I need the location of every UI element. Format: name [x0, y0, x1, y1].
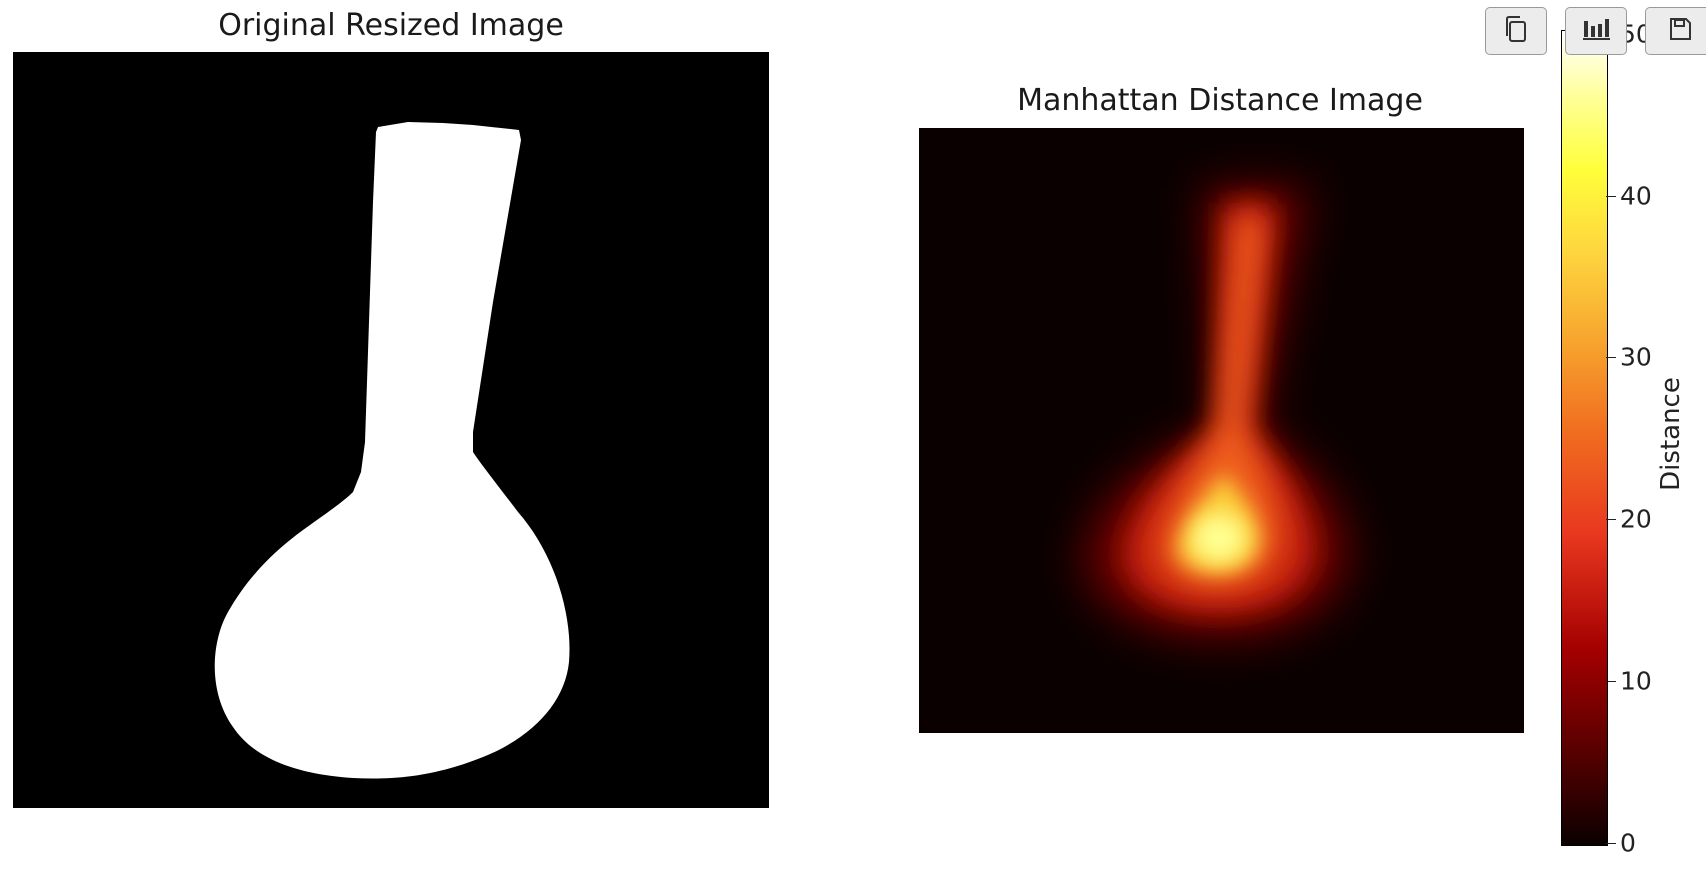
copy-icon	[1501, 13, 1531, 49]
colorbar-tick	[1606, 843, 1616, 844]
original-image	[13, 52, 769, 808]
bar-chart-icon	[1581, 15, 1611, 47]
colorbar-tick-label: 10	[1620, 666, 1652, 696]
colorbar-tick	[1606, 519, 1616, 520]
colorbar-tick	[1606, 681, 1616, 682]
colorbar	[1561, 30, 1608, 846]
colorbar-tick-label: 0	[1620, 828, 1636, 858]
save-button[interactable]	[1645, 7, 1706, 55]
colorbar-tick-label: 40	[1620, 181, 1652, 211]
colorbar-tick-label: 20	[1620, 504, 1652, 534]
colorbar-tick	[1606, 196, 1616, 197]
copy-button[interactable]	[1485, 7, 1547, 55]
save-icon	[1667, 16, 1693, 46]
colorbar-label: Distance	[1656, 377, 1686, 491]
distance-image	[919, 128, 1524, 733]
chart-button[interactable]	[1565, 7, 1627, 55]
colorbar-tick-label: 30	[1620, 342, 1652, 372]
flask-shape	[214, 122, 570, 779]
left-plot-title: Original Resized Image	[218, 8, 564, 43]
right-plot-title: Manhattan Distance Image	[1017, 83, 1423, 118]
colorbar-tick	[1606, 357, 1616, 358]
